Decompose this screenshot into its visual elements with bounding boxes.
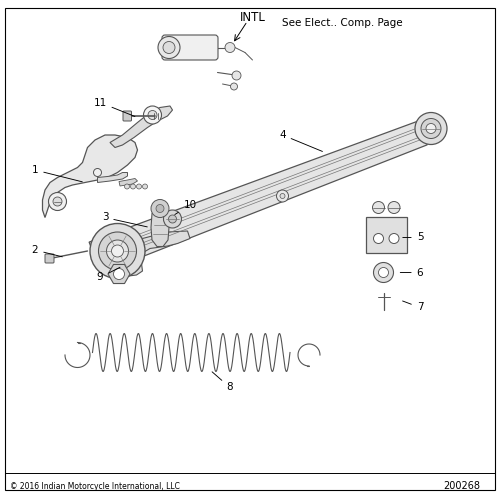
Circle shape bbox=[232, 71, 241, 80]
Text: 5: 5 bbox=[403, 232, 423, 242]
Circle shape bbox=[276, 190, 288, 202]
Text: 7: 7 bbox=[402, 301, 423, 312]
Circle shape bbox=[378, 268, 388, 278]
Circle shape bbox=[388, 202, 400, 213]
Circle shape bbox=[374, 262, 394, 282]
Circle shape bbox=[90, 224, 145, 278]
Text: 3: 3 bbox=[102, 212, 148, 227]
Circle shape bbox=[374, 234, 384, 243]
Text: 9: 9 bbox=[96, 268, 120, 282]
Text: INTL: INTL bbox=[240, 11, 266, 24]
FancyBboxPatch shape bbox=[123, 111, 132, 121]
Circle shape bbox=[280, 194, 285, 198]
Circle shape bbox=[112, 245, 124, 257]
Text: 2: 2 bbox=[32, 245, 62, 257]
Circle shape bbox=[421, 118, 441, 139]
Polygon shape bbox=[89, 121, 427, 273]
Circle shape bbox=[156, 204, 164, 212]
Text: © 2016 Indian Motorcycle International, LLC: © 2016 Indian Motorcycle International, … bbox=[10, 482, 180, 491]
Circle shape bbox=[164, 210, 182, 228]
Polygon shape bbox=[128, 231, 190, 276]
Circle shape bbox=[168, 215, 176, 223]
Circle shape bbox=[94, 168, 102, 176]
Circle shape bbox=[225, 42, 235, 52]
Circle shape bbox=[106, 240, 128, 262]
Polygon shape bbox=[119, 178, 138, 186]
Circle shape bbox=[136, 184, 141, 189]
Circle shape bbox=[98, 232, 136, 270]
Polygon shape bbox=[98, 172, 128, 182]
Circle shape bbox=[144, 106, 162, 124]
Polygon shape bbox=[151, 206, 169, 246]
Circle shape bbox=[48, 192, 66, 210]
FancyBboxPatch shape bbox=[45, 254, 54, 263]
Text: 4: 4 bbox=[279, 130, 322, 152]
FancyBboxPatch shape bbox=[366, 216, 407, 253]
Circle shape bbox=[158, 36, 180, 59]
Circle shape bbox=[415, 112, 447, 144]
Circle shape bbox=[426, 124, 436, 134]
Circle shape bbox=[53, 197, 62, 206]
Polygon shape bbox=[110, 106, 172, 148]
Text: 6: 6 bbox=[400, 268, 423, 278]
Text: 8: 8 bbox=[212, 372, 234, 392]
FancyBboxPatch shape bbox=[162, 35, 218, 60]
Circle shape bbox=[151, 200, 169, 218]
Text: See Elect.. Comp. Page: See Elect.. Comp. Page bbox=[282, 18, 403, 28]
Circle shape bbox=[389, 234, 399, 243]
Circle shape bbox=[130, 184, 136, 189]
Circle shape bbox=[124, 184, 130, 189]
Circle shape bbox=[230, 83, 237, 90]
Circle shape bbox=[148, 110, 157, 120]
Circle shape bbox=[142, 184, 148, 189]
Circle shape bbox=[163, 42, 175, 54]
Text: 11: 11 bbox=[94, 98, 135, 116]
Text: 1: 1 bbox=[32, 165, 82, 182]
Circle shape bbox=[114, 268, 124, 280]
Text: 10: 10 bbox=[175, 200, 197, 214]
Circle shape bbox=[372, 202, 384, 213]
Text: 200268: 200268 bbox=[443, 481, 480, 491]
Polygon shape bbox=[42, 135, 138, 218]
